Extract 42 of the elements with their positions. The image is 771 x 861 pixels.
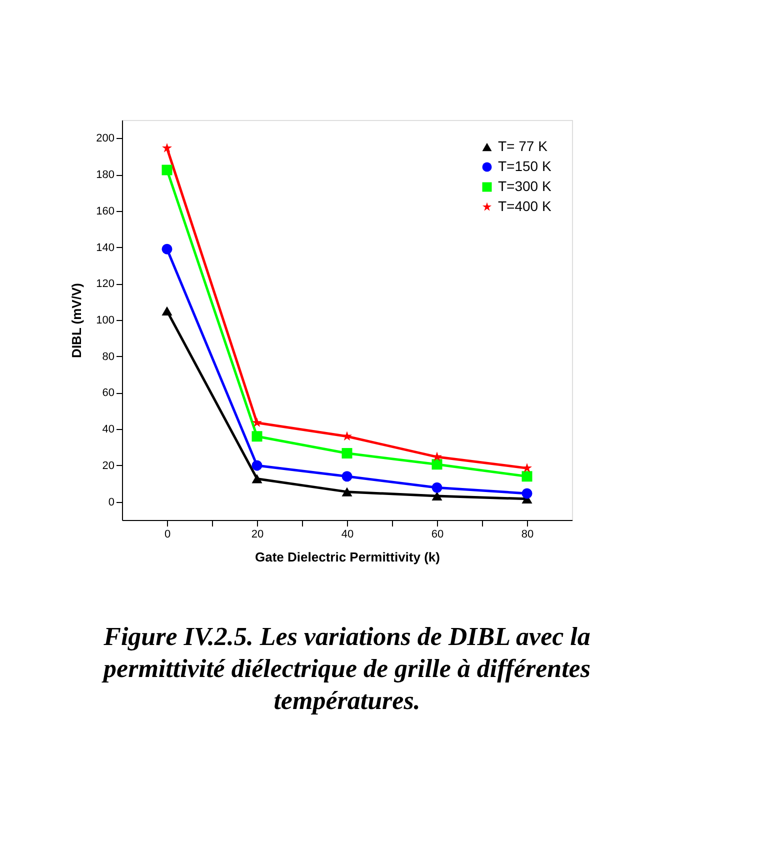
point [162, 306, 172, 316]
point [252, 417, 262, 427]
point [342, 448, 352, 459]
text: Figure IV.2.5. Les variations de DIBL avec la permittivité diélectrique de grille à différentes températures. [102, 622, 590, 715]
y-tick-label: 40 [102, 424, 114, 436]
y-axis-title: DIBL (mV/V) [69, 283, 84, 358]
y-tick-label: 180 [96, 169, 114, 182]
legend-label: T=300 K [498, 178, 552, 194]
legend-label: T= 77 K [498, 138, 548, 154]
point [342, 487, 352, 496]
point [342, 471, 352, 482]
x-tick-label: 80 [521, 528, 534, 540]
y-tick-label: 100 [96, 314, 114, 326]
point [252, 474, 262, 484]
y-tick-label: 120 [96, 278, 114, 290]
point [432, 452, 442, 462]
y-tick-label: 60 [102, 387, 114, 400]
point [432, 491, 442, 501]
point [522, 462, 532, 472]
point [162, 142, 172, 152]
legend-label: T=150 K [498, 158, 552, 174]
point [432, 459, 442, 470]
x-tick-label: 0 [164, 528, 171, 540]
y-tick-label: 0 [108, 496, 114, 508]
point [342, 431, 352, 441]
x-tick-label: 60 [431, 528, 444, 540]
point [522, 488, 532, 499]
y-tick-label: 140 [96, 242, 114, 254]
point [252, 460, 262, 471]
point [522, 471, 532, 482]
point [162, 244, 172, 254]
legend-label: T=400 K [498, 198, 552, 214]
x-tick-label: 20 [251, 528, 264, 540]
y-tick-label: 20 [102, 460, 114, 472]
x-tick-label: 40 [341, 528, 354, 540]
y-tick-label: 80 [102, 350, 114, 363]
y-tick-label: 160 [96, 205, 114, 218]
y-tick-label: 200 [96, 132, 114, 145]
x-axis-title: Gate Dielectric Permittivity (k) [255, 550, 440, 564]
point [162, 164, 172, 176]
point [252, 431, 262, 442]
point [432, 482, 442, 493]
